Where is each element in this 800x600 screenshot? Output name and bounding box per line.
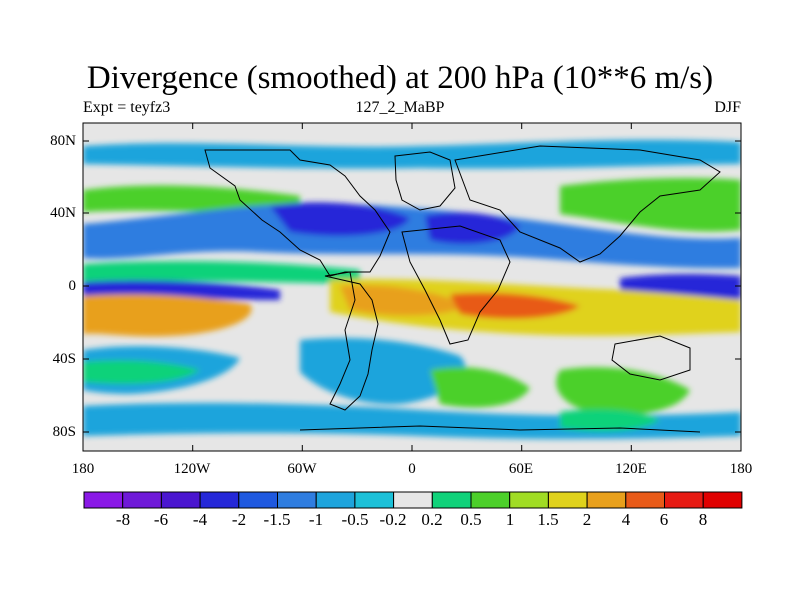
colorbar-label: -0.5 <box>341 510 369 529</box>
colorbar-label: -0.2 <box>379 510 407 529</box>
coastline-africa <box>401 225 511 345</box>
colorbar-label: 4 <box>621 510 631 529</box>
lat-tick-label: 0 <box>68 278 77 294</box>
colorbar-label: 1.5 <box>537 510 559 529</box>
lon-tick-label: 180 <box>729 461 753 477</box>
coastline-north-america <box>204 149 391 277</box>
lon-tick-label: 60E <box>508 461 534 477</box>
colorbar-label: 0.2 <box>421 510 443 529</box>
colorbar-label: -8 <box>115 510 131 529</box>
colorbar-label: -4 <box>192 510 208 529</box>
axis-ticks <box>83 123 741 451</box>
colorbar-swatch <box>277 491 317 509</box>
field-core <box>430 367 530 408</box>
field-core <box>560 409 660 432</box>
coastline-europe <box>394 151 456 211</box>
field-band <box>83 261 360 284</box>
colorbar-swatch <box>199 491 240 509</box>
coastline-antarctica <box>299 425 701 433</box>
coastline-south-america <box>324 271 379 411</box>
lon-tick-label: 180 <box>71 461 95 477</box>
field-core <box>340 285 470 316</box>
colorbar-swatch <box>315 491 356 509</box>
lon-tick-label: 60W <box>287 461 317 477</box>
colorbar-label: 6 <box>659 510 669 529</box>
field-band <box>300 337 466 405</box>
colorbar-swatch <box>393 491 433 509</box>
colorbar-swatch <box>431 491 472 509</box>
lat-tick-label: 80S <box>52 424 76 440</box>
coastline-asia <box>454 145 721 263</box>
colorbar-swatch <box>160 491 201 509</box>
colorbar-swatch <box>83 491 124 509</box>
lon-tick-label: 120E <box>615 461 647 477</box>
lon-tick-label: 120W <box>173 461 211 477</box>
colorbar-swatch <box>586 491 627 509</box>
colorbar <box>83 491 743 509</box>
colorbar-swatch <box>664 491 704 509</box>
colorbar-label: -2 <box>231 510 247 529</box>
colorbar-label: 0.5 <box>460 510 482 529</box>
field-core <box>450 292 580 319</box>
colorbar-swatch <box>354 491 395 509</box>
colorbar-swatch <box>547 491 588 509</box>
chart-title: Divergence (smoothed) at 200 hPa (10**6 … <box>86 60 714 96</box>
lon-tick-label: 0 <box>408 461 416 477</box>
colorbar-label: 1 <box>505 510 515 529</box>
field-band <box>83 203 741 269</box>
colorbar-label: -1.5 <box>263 510 291 529</box>
experiment-label: Expt = teyfz3 <box>83 99 171 116</box>
coastlines <box>204 145 721 433</box>
colorbar-swatch <box>625 491 665 509</box>
lat-tick-label: 80N <box>50 133 76 149</box>
lat-tick-label: 40N <box>50 205 76 221</box>
colorbar-label: 8 <box>698 510 708 529</box>
colorbar-swatch <box>238 491 279 509</box>
field-band <box>560 178 741 232</box>
colorbar-swatch <box>702 491 743 509</box>
colorbar-label: -1 <box>308 510 324 529</box>
field-band <box>83 294 252 337</box>
lat-tick-label: 40S <box>52 351 76 367</box>
period-label: 127_2_MaBP <box>355 99 445 116</box>
colorbar-swatch <box>122 491 162 509</box>
colorbar-label: 2 <box>582 510 592 529</box>
season-label: DJF <box>714 99 741 116</box>
divergence-field <box>83 123 741 451</box>
colorbar-swatch <box>470 491 511 509</box>
field-band <box>83 360 200 384</box>
colorbar-label: -6 <box>153 510 169 529</box>
colorbar-swatch <box>509 491 549 509</box>
coastline-australia <box>611 335 691 381</box>
field-core <box>425 212 520 244</box>
